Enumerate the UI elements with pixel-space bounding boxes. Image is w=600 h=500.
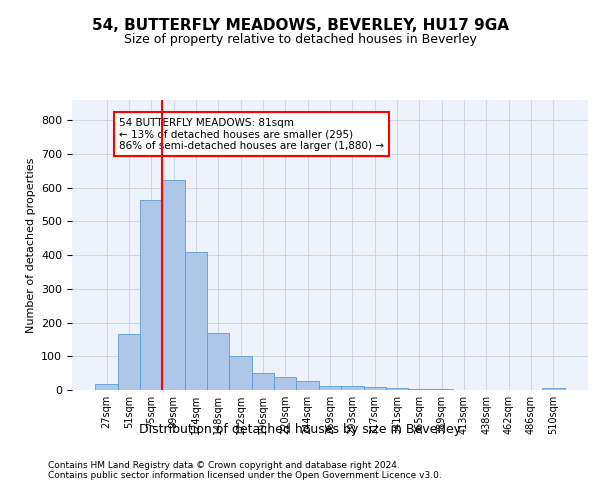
Text: Size of property relative to detached houses in Beverley: Size of property relative to detached ho…	[124, 32, 476, 46]
Bar	[118, 334, 140, 390]
Text: Contains HM Land Registry data © Crown copyright and database right 2024.
Contai: Contains HM Land Registry data © Crown c…	[48, 460, 442, 480]
Bar	[364, 388, 386, 390]
Bar	[163, 180, 185, 390]
Bar	[252, 373, 274, 390]
Text: Distribution of detached houses by size in Beverley: Distribution of detached houses by size …	[139, 422, 461, 436]
Bar	[542, 388, 565, 390]
Bar	[274, 377, 296, 390]
Bar	[341, 386, 364, 390]
Bar	[95, 384, 118, 390]
Bar	[185, 252, 207, 390]
Bar	[207, 332, 229, 390]
Text: 54 BUTTERFLY MEADOWS: 81sqm
← 13% of detached houses are smaller (295)
86% of se: 54 BUTTERFLY MEADOWS: 81sqm ← 13% of det…	[119, 118, 384, 150]
Bar	[319, 386, 341, 390]
Bar	[386, 388, 408, 390]
Bar	[408, 388, 431, 390]
Bar	[229, 356, 252, 390]
Bar	[296, 380, 319, 390]
Text: 54, BUTTERFLY MEADOWS, BEVERLEY, HU17 9GA: 54, BUTTERFLY MEADOWS, BEVERLEY, HU17 9G…	[91, 18, 509, 32]
Y-axis label: Number of detached properties: Number of detached properties	[26, 158, 35, 332]
Bar	[140, 200, 163, 390]
